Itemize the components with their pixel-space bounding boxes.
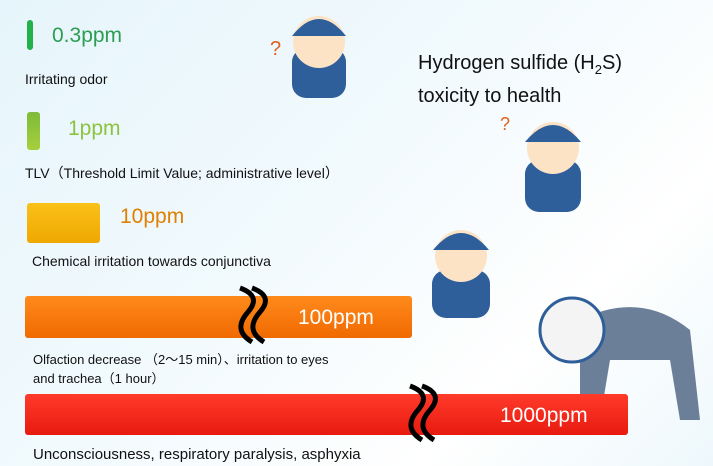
break-mark <box>410 386 435 440</box>
break-mark <box>240 288 265 342</box>
infographic: ? ? Hydrogen sulfide (H2S) toxicity to h… <box>0 0 713 466</box>
break-marks <box>0 0 713 466</box>
